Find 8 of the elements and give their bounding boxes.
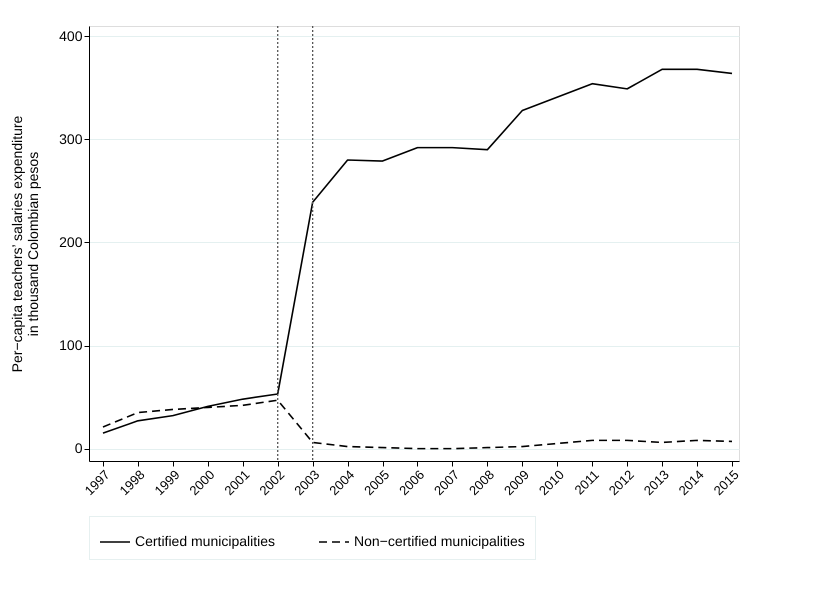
y-tick-label: 0 xyxy=(74,440,83,456)
legend-label: Certified municipalities xyxy=(135,533,276,549)
legend-label: Non−certified municipalities xyxy=(354,533,525,549)
y-tick-label: 400 xyxy=(59,28,83,44)
y-axis-title: Per−capita teachers’ salaries expenditure in thousand Colombian pesos xyxy=(9,115,42,372)
y-tick-label: 300 xyxy=(59,130,83,147)
y-tick-label: 200 xyxy=(59,234,83,250)
y-tick-label: 100 xyxy=(59,337,83,354)
